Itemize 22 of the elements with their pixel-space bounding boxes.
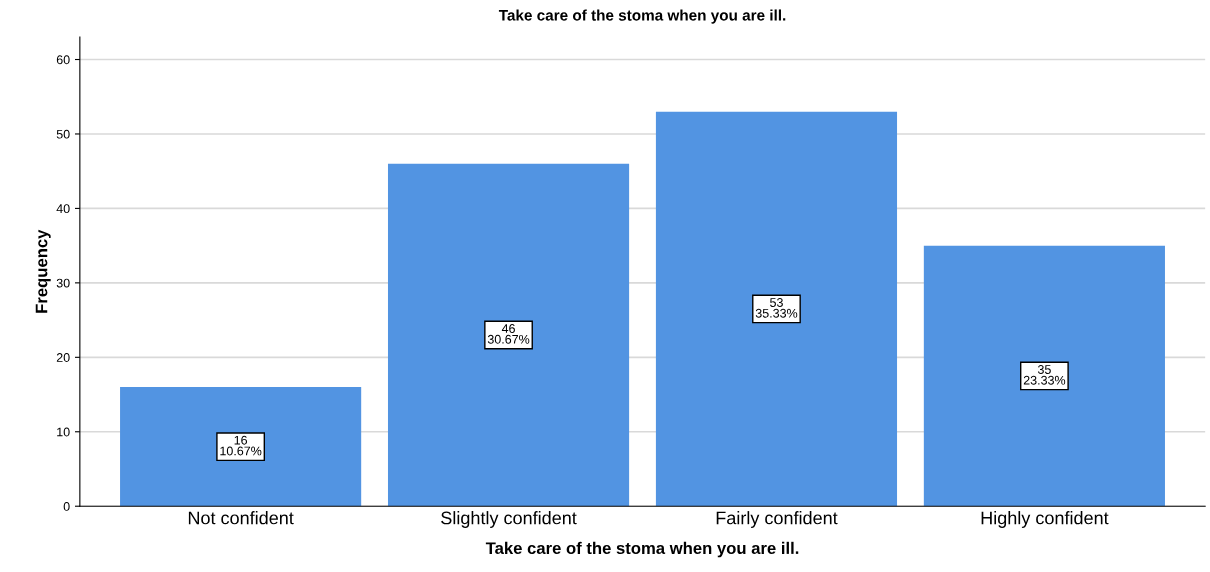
y-tick-label: 10 <box>57 427 70 437</box>
data-label: 53 35.33% <box>755 298 798 318</box>
x-tick-label: Not confident <box>188 511 294 525</box>
y-tick-label: 20 <box>56 353 70 362</box>
data-label: 46 30.67% <box>487 324 530 344</box>
y-tick-label: 0 <box>63 502 70 511</box>
bar <box>923 245 1165 507</box>
chart-title: Take care of the stoma when you are ill. <box>498 9 786 24</box>
y-tick-label: 50 <box>56 129 70 139</box>
bar <box>655 111 898 507</box>
x-tick-label: Fairly confident <box>716 511 838 528</box>
x-tick-label: Highly confident <box>981 511 1109 528</box>
y-tick-label: 60 <box>56 55 70 65</box>
x-axis-title: Take care of the stoma when you are ill. <box>485 541 799 558</box>
y-tick-label: 30 <box>56 278 70 288</box>
data-label: 16 10.67% <box>220 435 262 456</box>
x-tick-label: Slightly confident <box>441 511 577 528</box>
y-tick-label: 40 <box>56 204 70 214</box>
bar <box>120 387 362 507</box>
bar <box>387 163 630 507</box>
data-label: 35 23.33% <box>1023 365 1066 385</box>
y-axis-title: Frequency <box>35 229 51 313</box>
